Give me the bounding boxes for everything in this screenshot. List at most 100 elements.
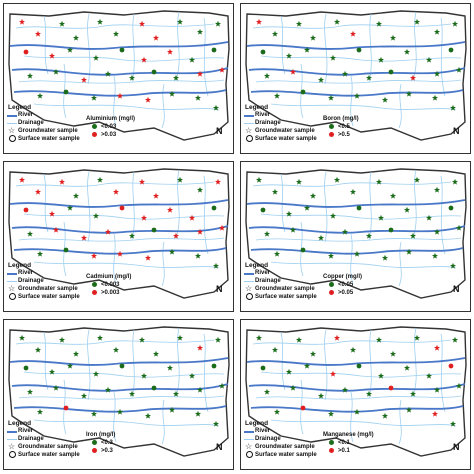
below-label: <0.03: [101, 124, 117, 131]
class-below: <0.003: [92, 282, 120, 288]
class-above: >0.05: [329, 290, 353, 296]
legend-surface-water: Surface water sample: [255, 294, 317, 300]
groundwater-sample-marker: [92, 212, 100, 219]
groundwater-sample-marker: [128, 74, 136, 81]
groundwater-sample-marker: [349, 30, 357, 37]
surface-water-sample-marker: [300, 247, 306, 253]
groundwater-sample-marker: [138, 336, 146, 343]
groundwater-sample-marker: [255, 176, 263, 183]
groundwater-sample-marker: [317, 392, 325, 399]
legend-groundwater: Groundwater sample: [255, 286, 315, 292]
groundwater-sample-marker: [26, 230, 34, 237]
map-panel: Legend River Drainage ☆ Groundwater samp…: [240, 3, 471, 154]
river-line: [9, 357, 229, 366]
groundwater-sample-marker: [188, 214, 196, 221]
surface-water-sample-marker: [119, 205, 125, 211]
groundwater-sample-marker: [90, 94, 98, 101]
groundwater-sample-marker: [168, 90, 176, 97]
groundwater-sample-marker: [451, 20, 459, 27]
groundwater-sample-marker: [18, 176, 26, 183]
groundwater-sample-marker: [214, 336, 222, 343]
surface-water-sample-marker: [448, 363, 454, 369]
river-line: [248, 383, 466, 392]
groundwater-sample-marker: [413, 176, 421, 183]
groundwater-sample-marker: [303, 204, 311, 211]
groundwater-sample-marker: [72, 350, 80, 357]
groundwater-sample-marker: [194, 252, 202, 259]
groundwater-sample-marker: [329, 212, 337, 219]
groundwater-sample-marker: [377, 214, 385, 221]
drainage-line: [43, 173, 49, 233]
drainage-line: [33, 103, 220, 111]
star-icon: ☆: [8, 442, 16, 451]
groundwater-sample-marker: [255, 18, 263, 25]
below-dot: [329, 282, 334, 287]
groundwater-sample-marker: [327, 252, 335, 259]
groundwater-sample-marker: [349, 346, 357, 353]
groundwater-sample-marker: [409, 232, 417, 239]
class-above: >0.3: [92, 448, 113, 454]
groundwater-sample-marker: [36, 92, 44, 99]
parameter-label: Cadmium (mg/l): [86, 274, 132, 280]
groundwater-sample-marker: [263, 230, 271, 237]
above-label: >0.1: [338, 448, 350, 455]
legend-title: Legend: [8, 104, 32, 111]
groundwater-sample-marker: [188, 56, 196, 63]
legend-groundwater: Groundwater sample: [18, 444, 78, 450]
class-above: >0.1: [329, 448, 350, 454]
legend-surface-water: Surface water sample: [18, 136, 80, 142]
groundwater-sample-marker: [289, 384, 297, 391]
groundwater-sample-marker: [263, 72, 271, 79]
groundwater-sample-marker: [403, 206, 411, 213]
groundwater-sample-marker: [90, 410, 98, 417]
drainage-line: [18, 237, 225, 242]
groundwater-sample-marker: [271, 188, 279, 195]
groundwater-sample-marker: [425, 214, 433, 221]
groundwater-sample-marker: [433, 344, 441, 351]
groundwater-sample-marker: [449, 104, 457, 111]
groundwater-sample-marker: [116, 92, 124, 99]
groundwater-sample-marker: [92, 54, 100, 61]
legend-river: River: [255, 428, 271, 434]
surface-water-sample-marker: [260, 207, 266, 213]
north-arrow-icon: N: [216, 126, 223, 136]
groundwater-sample-marker: [218, 66, 226, 73]
surface-water-sample-marker: [300, 405, 306, 411]
legend-drainage: Drainage: [18, 278, 44, 284]
groundwater-sample-marker: [309, 34, 317, 41]
groundwater-sample-marker: [66, 46, 74, 53]
groundwater-sample-marker: [381, 254, 389, 261]
circle-icon: [9, 451, 16, 458]
drainage-line: [113, 233, 117, 285]
groundwater-sample-marker: [289, 68, 297, 75]
legend-title: Legend: [245, 262, 269, 269]
drainage-line: [161, 241, 165, 287]
drainage-swatch: [244, 281, 254, 282]
north-arrow-icon: N: [216, 442, 223, 452]
groundwater-sample-marker: [271, 30, 279, 37]
surface-water-sample-marker: [356, 47, 362, 53]
river-line: [11, 225, 229, 234]
groundwater-sample-marker: [92, 370, 100, 377]
river-line: [248, 225, 466, 234]
legend-river: River: [255, 112, 271, 118]
drainage-line: [203, 333, 209, 413]
drainage-line: [161, 83, 165, 129]
drainage-line: [255, 395, 462, 400]
class-above: >0.5: [329, 132, 350, 138]
river-swatch: [7, 273, 17, 275]
parameter-label: Boron (mg/l): [323, 116, 359, 122]
groundwater-sample-marker: [138, 178, 146, 185]
surface-water-sample-marker: [23, 207, 29, 213]
river-line: [250, 247, 464, 255]
surface-water-sample-marker: [260, 49, 266, 55]
groundwater-sample-marker: [431, 94, 439, 101]
groundwater-sample-marker: [389, 350, 397, 357]
groundwater-sample-marker: [34, 346, 42, 353]
legend-groundwater: Groundwater sample: [255, 444, 315, 450]
groundwater-sample-marker: [176, 334, 184, 341]
map-canvas: [8, 326, 230, 457]
surface-water-sample-marker: [23, 49, 29, 55]
surface-water-sample-marker: [356, 363, 362, 369]
star-icon: ☆: [245, 442, 253, 451]
